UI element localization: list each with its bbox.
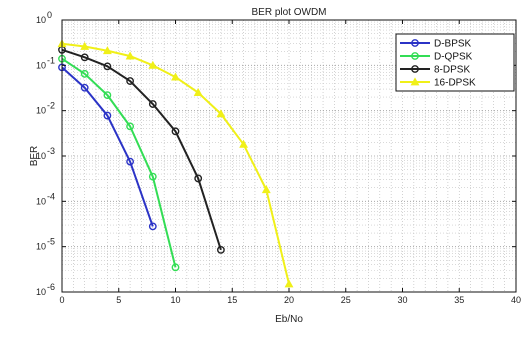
data-point <box>216 109 226 118</box>
y-tick-exponent: 0 <box>47 10 52 20</box>
data-point <box>103 62 112 71</box>
data-point <box>80 41 90 50</box>
x-tick-label: 30 <box>397 295 407 305</box>
y-tick-exponent: -1 <box>47 55 55 65</box>
x-tick-label: 5 <box>116 295 121 305</box>
data-point <box>171 263 180 272</box>
y-tick-exponent: -6 <box>47 282 55 292</box>
legend-label: D-BPSK <box>434 39 472 50</box>
legend: D-BPSK D-QPSK 8-DPSK 16-DPSK <box>395 33 515 92</box>
y-tick-label: 10 <box>36 151 46 161</box>
data-point <box>80 69 89 78</box>
y-axis-label: BER <box>29 146 40 167</box>
data-point <box>102 46 112 55</box>
data-point <box>80 83 89 92</box>
series-line <box>61 57 177 268</box>
y-tick-exponent: -4 <box>47 191 55 201</box>
y-tick-label: 10 <box>36 287 46 297</box>
data-point <box>80 53 89 62</box>
series-16-dpsk <box>57 39 294 288</box>
legend-marker <box>410 77 420 86</box>
legend-item-d-qpsk: D-QPSK <box>400 52 473 63</box>
y-tick-label: 10 <box>36 60 46 70</box>
data-point <box>239 139 249 148</box>
y-tick-label: 10 <box>36 106 46 116</box>
series-line <box>61 66 154 227</box>
legend-item-d-bpsk: D-BPSK <box>400 39 472 50</box>
legend-item-8-dpsk: 8-DPSK <box>400 65 470 76</box>
x-tick-label: 35 <box>454 295 464 305</box>
data-point <box>126 122 135 131</box>
legend-label: D-QPSK <box>434 52 473 63</box>
data-point <box>171 127 180 136</box>
x-tick-label: 25 <box>341 295 351 305</box>
data-point <box>148 222 157 231</box>
chart-title: BER plot OWDM <box>251 7 326 18</box>
data-point <box>103 111 112 120</box>
x-tick-label: 40 <box>511 295 521 305</box>
data-point <box>126 157 135 166</box>
series-group <box>57 39 294 288</box>
data-point <box>261 185 271 194</box>
data-point <box>148 172 157 181</box>
x-tick-label: 0 <box>59 295 64 305</box>
y-tick-label: 10 <box>36 15 46 25</box>
x-tick-label: 20 <box>284 295 294 305</box>
legend-item-16-dpsk: 16-DPSK <box>400 77 476 89</box>
y-tick-exponent: -2 <box>47 101 55 111</box>
x-tick-label: 10 <box>170 295 180 305</box>
legend-label: 8-DPSK <box>434 65 470 76</box>
data-point <box>103 91 112 100</box>
x-axis-label: Eb/No <box>275 314 303 325</box>
data-point <box>284 279 294 288</box>
y-tick-label: 10 <box>36 196 46 206</box>
data-point <box>148 100 157 108</box>
y-tick-label: 10 <box>36 242 46 252</box>
legend-marker <box>411 52 419 60</box>
series-line <box>61 48 222 251</box>
y-tick-exponent: -3 <box>47 146 55 156</box>
legend-label: 16-DPSK <box>434 78 476 89</box>
y-tick-exponent: -5 <box>47 237 55 247</box>
data-point <box>171 72 180 81</box>
data-point <box>216 245 225 254</box>
series-8-dpsk <box>58 45 225 254</box>
x-tick-label: 15 <box>227 295 237 305</box>
data-point <box>193 87 203 97</box>
data-point <box>194 174 203 183</box>
data-point <box>126 77 135 85</box>
legend-marker <box>411 65 419 73</box>
legend-marker <box>411 39 419 47</box>
data-point <box>125 51 135 60</box>
data-point <box>148 60 158 69</box>
